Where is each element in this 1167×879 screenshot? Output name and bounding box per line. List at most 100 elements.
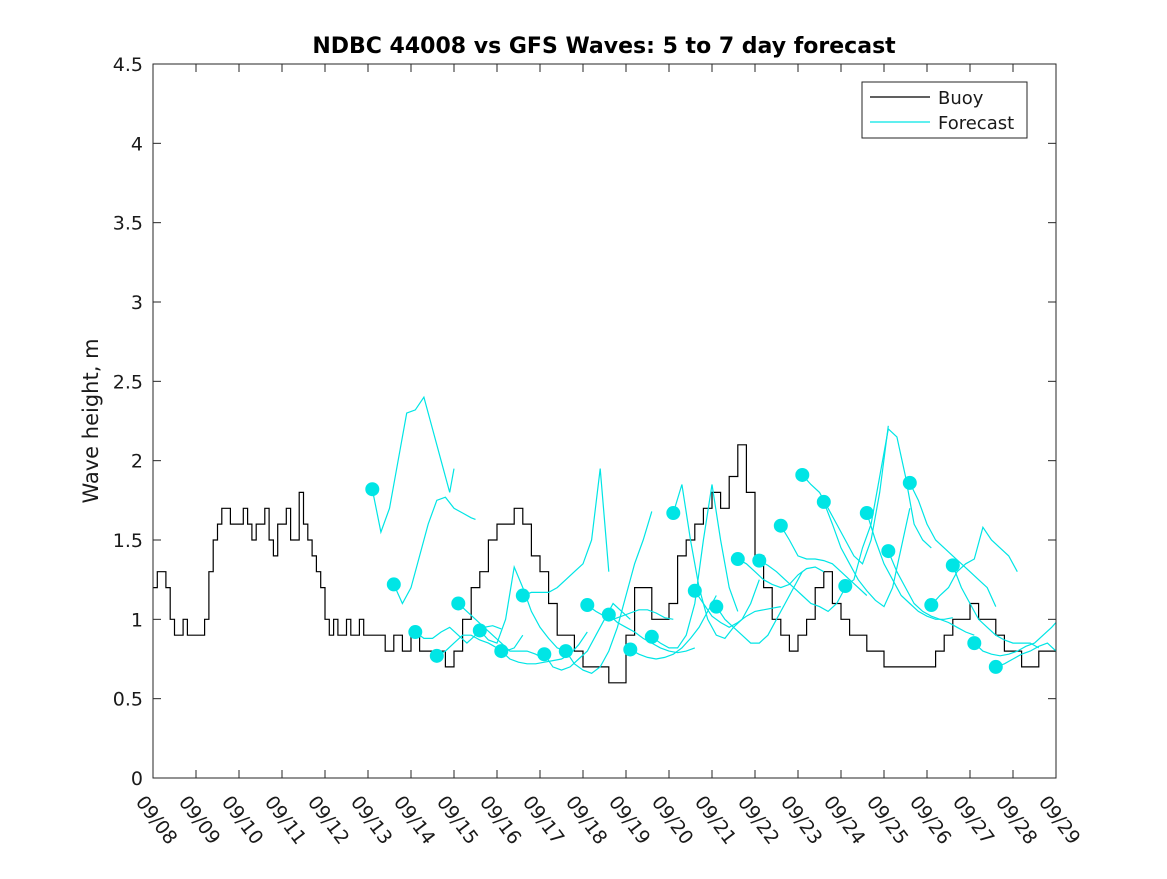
- forecast-line: [909, 482, 997, 607]
- forecast-marker: [451, 596, 466, 611]
- forecast-line: [780, 525, 868, 596]
- y-tick-label: 3: [131, 292, 143, 314]
- x-tick-label: 09/11: [260, 792, 311, 849]
- forecast-line: [823, 501, 911, 608]
- x-tick-label: 09/27: [948, 792, 999, 849]
- x-tick-label: 09/26: [905, 792, 956, 849]
- x-tick-label: 09/20: [647, 792, 698, 849]
- forecast-marker: [429, 648, 444, 663]
- x-tick-label: 09/10: [217, 792, 268, 849]
- forecast-line: [371, 395, 455, 535]
- x-tick-label: 09/09: [174, 792, 225, 849]
- forecast-marker: [902, 475, 917, 490]
- forecast-marker: [623, 642, 638, 657]
- x-tick-label: 09/28: [991, 792, 1042, 849]
- forecast-marker: [494, 644, 509, 659]
- forecast-line: [586, 604, 674, 620]
- y-tick-label: 4.5: [113, 54, 143, 76]
- y-tick-label: 0: [131, 768, 143, 790]
- x-tick-label: 09/16: [475, 792, 526, 849]
- x-tick-label: 09/13: [346, 792, 397, 849]
- legend-forecast-label: Forecast: [938, 113, 1014, 134]
- legend-buoy-label: Buoy: [938, 88, 984, 109]
- forecast-marker: [687, 583, 702, 598]
- forecast-marker: [816, 494, 831, 509]
- forecast-marker: [408, 625, 423, 640]
- forecast-line: [759, 560, 846, 613]
- forecast-line: [930, 525, 1018, 606]
- y-tick-label: 3.5: [113, 213, 143, 235]
- forecast-line: [694, 590, 781, 628]
- forecast-marker: [472, 623, 487, 638]
- forecast-line: [973, 622, 1057, 657]
- legend: Buoy Forecast: [861, 81, 1028, 139]
- forecast-marker: [709, 599, 724, 614]
- y-tick-label: 1.5: [113, 530, 143, 552]
- forecast-marker: [988, 659, 1003, 674]
- forecast-line: [414, 625, 502, 644]
- forecast-line: [801, 425, 889, 565]
- chart-title: NDBC 44008 vs GFS Waves: 5 to 7 day fore…: [312, 34, 896, 59]
- forecast-line: [457, 603, 545, 660]
- forecast-marker: [666, 506, 681, 521]
- forecast-marker: [515, 588, 530, 603]
- forecast-line: [630, 595, 717, 660]
- forecast-line: [737, 558, 825, 589]
- forecast-marker: [838, 579, 853, 594]
- forecast-marker: [795, 467, 810, 482]
- forecast-marker: [881, 544, 896, 559]
- forecast-marker: [644, 629, 659, 644]
- forecast-marker: [580, 598, 595, 613]
- forecast-line: [715, 571, 803, 644]
- forecast-line: [522, 468, 610, 597]
- x-tick-label: 09/25: [862, 792, 913, 849]
- x-tick-label: 09/12: [303, 792, 354, 849]
- forecast-marker: [924, 598, 939, 613]
- forecast-marker: [601, 607, 616, 622]
- forecast-line: [952, 565, 1040, 649]
- x-tick-label: 09/17: [518, 792, 569, 849]
- x-tick-label: 09/15: [432, 792, 483, 849]
- forecast-marker: [365, 482, 380, 497]
- forecast-marker: [859, 506, 874, 521]
- x-tick-label: 09/29: [1034, 792, 1085, 849]
- forecast-marker: [730, 552, 745, 567]
- x-tick-label: 09/19: [604, 792, 655, 849]
- forecast-marker: [386, 577, 401, 592]
- y-axis-label: Wave height, m: [79, 338, 103, 503]
- forecast-marker: [945, 558, 960, 573]
- x-tick-label: 09/24: [819, 792, 870, 849]
- forecast-line: [844, 427, 932, 587]
- x-tick-label: 09/14: [389, 792, 440, 849]
- forecast-line: [651, 484, 739, 649]
- y-tick-label: 0.5: [113, 689, 143, 711]
- legend-box: [861, 81, 1028, 139]
- x-tick-label: 09/08: [131, 792, 182, 849]
- y-tick-label: 4: [131, 133, 143, 155]
- forecast-marker: [967, 636, 982, 651]
- forecast-line: [543, 602, 631, 671]
- forecast-line: [393, 496, 476, 605]
- y-tick-label: 2.5: [113, 371, 143, 393]
- x-tick-label: 09/21: [690, 792, 741, 849]
- x-tick-label: 09/22: [733, 792, 784, 849]
- forecast-line: [672, 484, 760, 640]
- forecast-line: [887, 550, 975, 636]
- forecast-marker: [537, 647, 552, 662]
- plot-area: 0 0.5 1 1.5 2 2.5 3 3.5 4 4.5 09/0809/0909/1009/11…: [113, 54, 1085, 849]
- x-tick-label: 09/23: [776, 792, 827, 849]
- y-tick-label: 1: [131, 609, 143, 631]
- axes-frame: [152, 63, 1057, 779]
- forecast-marker: [752, 553, 767, 568]
- forecast-marker: [558, 644, 573, 659]
- axes-border: [152, 63, 1057, 779]
- x-tick-label: 09/18: [561, 792, 612, 849]
- forecast-marker: [773, 518, 788, 533]
- forecast-line: [995, 642, 1057, 668]
- y-tick-label: 2: [131, 451, 143, 473]
- buoy-line: [153, 444, 1056, 684]
- forecast-line: [479, 564, 567, 652]
- forecast-line: [500, 631, 588, 665]
